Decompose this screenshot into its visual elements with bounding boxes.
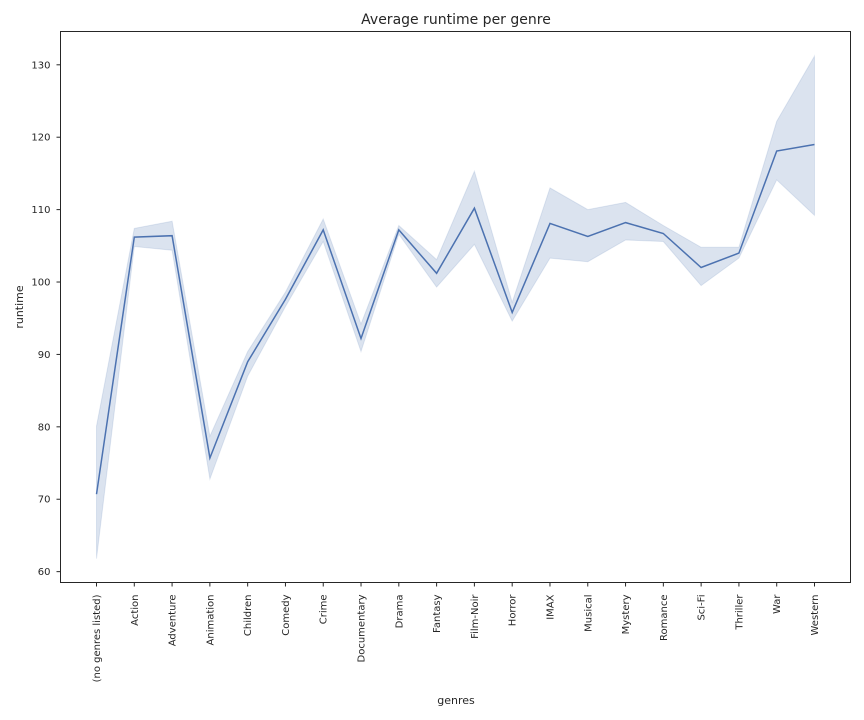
- data-point: [321, 228, 325, 232]
- y-axis-label: runtime: [13, 285, 26, 329]
- x-tick-label: Animation: [205, 595, 216, 646]
- x-tick-label: Musical: [583, 595, 594, 632]
- y-tick-label: 90: [38, 350, 51, 361]
- x-tick-label: Adventure: [168, 595, 179, 647]
- plot-area: [95, 54, 817, 559]
- confidence-band: [96, 54, 815, 559]
- x-tick-label: War: [772, 594, 783, 614]
- data-point: [813, 142, 817, 146]
- data-point: [737, 251, 741, 255]
- x-tick-label: (no genres listed): [92, 594, 103, 682]
- data-point: [359, 336, 363, 340]
- data-point: [548, 221, 552, 225]
- x-tick-label: Mystery: [621, 594, 632, 634]
- data-point: [132, 235, 136, 239]
- x-tick-label: Horror: [508, 594, 519, 627]
- y-tick-label: 130: [31, 60, 50, 71]
- x-tick-label: Comedy: [281, 594, 292, 635]
- x-tick-label: Romance: [659, 595, 670, 641]
- y-axis: 60 70 80 90 100 110 120 130: [31, 60, 61, 578]
- data-point: [775, 149, 779, 153]
- x-tick-label: Action: [130, 595, 141, 626]
- series-line: [95, 143, 815, 495]
- x-tick-label: Film-Noir: [470, 594, 481, 639]
- data-point: [624, 221, 628, 225]
- data-point: [95, 492, 99, 496]
- y-tick-label: 70: [38, 495, 51, 506]
- x-tick-label: Thriller: [734, 594, 745, 631]
- x-tick-label: Crime: [319, 595, 330, 625]
- data-point: [208, 456, 212, 460]
- x-tick-label: Sci-Fi: [697, 595, 708, 621]
- data-point: [246, 360, 250, 364]
- data-point: [699, 266, 703, 270]
- x-tick-label: Drama: [394, 595, 405, 629]
- x-tick-label: Western: [810, 595, 821, 636]
- y-tick-label: 60: [38, 567, 51, 578]
- data-point: [510, 310, 514, 314]
- chart-title: Average runtime per genre: [361, 12, 551, 28]
- x-tick-label: Children: [243, 595, 254, 637]
- x-axis: (no genres listed) Action Adventure Animati…: [92, 582, 821, 682]
- data-point: [435, 271, 439, 275]
- x-tick-label: IMAX: [545, 594, 556, 619]
- y-tick-label: 80: [38, 422, 51, 433]
- plot-frame: [60, 31, 851, 583]
- y-tick-label: 110: [31, 205, 50, 216]
- data-point: [661, 232, 665, 236]
- data-point: [397, 228, 401, 232]
- y-tick-label: 120: [31, 133, 50, 144]
- x-axis-label: genres: [437, 694, 475, 707]
- data-point: [472, 206, 476, 210]
- y-tick-label: 100: [31, 278, 50, 289]
- data-point: [283, 297, 287, 301]
- data-point: [586, 234, 590, 238]
- data-point: [170, 234, 174, 238]
- x-tick-label: Fantasy: [432, 594, 443, 633]
- x-tick-label: Documentary: [357, 594, 368, 662]
